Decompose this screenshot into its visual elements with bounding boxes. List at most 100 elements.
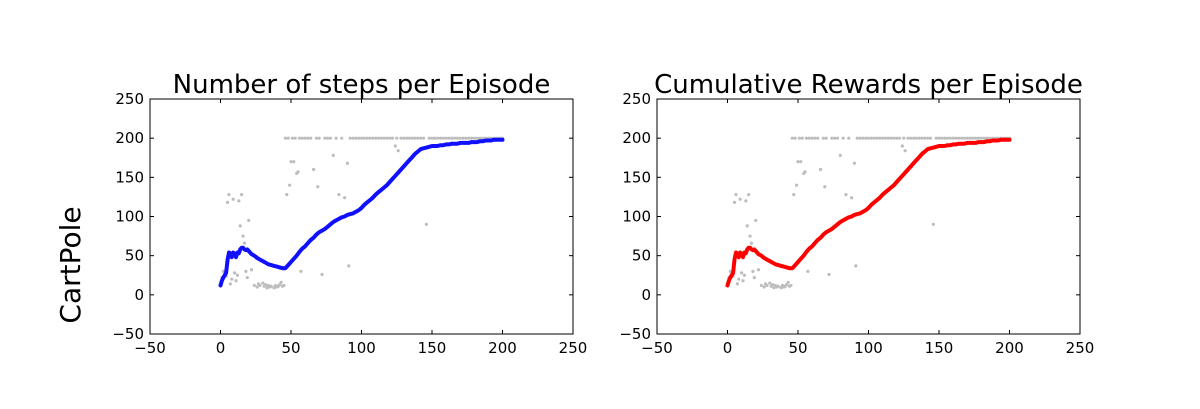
scatter-point bbox=[379, 136, 383, 140]
scatter-point bbox=[806, 269, 810, 273]
scatter-point bbox=[231, 197, 235, 201]
scatter-point bbox=[382, 136, 386, 140]
scatter-point bbox=[906, 136, 910, 140]
scatter-point bbox=[311, 167, 316, 172]
scatter-point bbox=[225, 200, 230, 204]
plot-frame bbox=[149, 98, 574, 335]
scatter-point bbox=[909, 136, 913, 140]
scatter-point bbox=[740, 271, 744, 275]
scatter-point bbox=[864, 136, 868, 140]
scatter-point bbox=[317, 136, 321, 140]
scatter-point bbox=[785, 283, 789, 287]
scatter-point bbox=[245, 276, 249, 280]
scatter-point bbox=[438, 136, 443, 140]
scatter-point bbox=[931, 222, 935, 226]
scatter-point bbox=[943, 136, 947, 140]
scatter-point bbox=[240, 192, 244, 197]
scatter-point bbox=[968, 136, 972, 140]
scatter-point bbox=[334, 136, 338, 140]
scatter-point bbox=[810, 136, 814, 140]
scatter-point bbox=[247, 218, 251, 223]
scatter-point bbox=[342, 196, 347, 200]
scatter-point bbox=[772, 286, 776, 290]
scatter-point bbox=[982, 136, 986, 140]
x-tick-label: 100 bbox=[347, 339, 376, 357]
y-tick-label: 200 bbox=[622, 129, 651, 147]
scatter-point bbox=[278, 283, 282, 287]
chart-panel-2: Cumulative Rewards per Episode −50 0 50 100 1… bbox=[619, 70, 1094, 357]
scatter-point bbox=[745, 224, 749, 228]
scatter-point bbox=[889, 136, 893, 140]
scatter-point bbox=[823, 185, 827, 189]
scatter-point bbox=[937, 136, 941, 140]
scatter-point bbox=[374, 136, 378, 140]
scatter-point bbox=[282, 283, 286, 288]
scatter-point bbox=[934, 136, 938, 140]
scatter-point bbox=[988, 136, 992, 140]
scatter-point bbox=[348, 136, 352, 140]
scatter-point bbox=[765, 283, 769, 288]
scatter-point bbox=[793, 136, 797, 140]
scatter-point bbox=[813, 136, 817, 140]
scatter-point bbox=[255, 285, 259, 289]
scatter-point bbox=[478, 136, 482, 140]
scatter-point bbox=[320, 272, 324, 277]
scatter-point bbox=[807, 136, 811, 140]
scatter-point bbox=[289, 160, 293, 164]
scatter-point bbox=[427, 136, 431, 140]
scatter-point bbox=[300, 136, 304, 140]
scatter-point bbox=[959, 136, 964, 140]
scatter-point bbox=[803, 170, 807, 174]
scatter-point bbox=[732, 200, 737, 204]
x-tick-label: 200 bbox=[488, 339, 517, 357]
scatter-point bbox=[744, 199, 748, 203]
scatter-point bbox=[796, 160, 800, 164]
scatter-point bbox=[359, 136, 364, 140]
scatter-point bbox=[316, 185, 320, 189]
scatter-point bbox=[741, 279, 745, 283]
scatter-point bbox=[368, 136, 372, 140]
scatter-point bbox=[841, 136, 845, 140]
scatter-point bbox=[395, 136, 399, 140]
scatter-point bbox=[748, 234, 752, 238]
y-tick-label: 0 bbox=[641, 286, 651, 304]
scatter-point bbox=[979, 136, 983, 140]
scatter-point bbox=[287, 183, 292, 187]
scatter-point bbox=[337, 192, 341, 197]
scatter-point bbox=[430, 136, 434, 140]
scatter-point bbox=[436, 136, 440, 140]
scatter-point bbox=[283, 136, 287, 140]
scatter-point bbox=[230, 277, 234, 281]
scatter-point bbox=[800, 136, 804, 140]
scatter-point bbox=[790, 136, 794, 140]
x-tick-label: −50 bbox=[134, 339, 166, 357]
scatter-point bbox=[455, 136, 459, 140]
scatter-point bbox=[292, 160, 296, 164]
scatter-point bbox=[799, 160, 803, 164]
y-tick-label: 50 bbox=[632, 247, 651, 265]
scatter-point bbox=[957, 136, 961, 140]
scatter-point bbox=[900, 144, 904, 148]
x-tick-label: −50 bbox=[641, 339, 673, 357]
scatter-point bbox=[861, 136, 865, 140]
scatter-point bbox=[914, 136, 919, 140]
scatter-point bbox=[354, 136, 358, 140]
scatter-point bbox=[469, 136, 474, 140]
scatter-point bbox=[833, 136, 837, 140]
scatter-point bbox=[768, 281, 772, 285]
scatter-point bbox=[940, 136, 944, 140]
scatter-point bbox=[869, 136, 873, 140]
scatter-point bbox=[227, 192, 231, 197]
scatter-point bbox=[752, 276, 756, 280]
scatter-point bbox=[347, 264, 351, 268]
scatter-point bbox=[467, 136, 471, 140]
scatter-point bbox=[265, 286, 269, 290]
scatter-point bbox=[738, 197, 742, 201]
scatter-point bbox=[902, 136, 906, 140]
scatter-point bbox=[923, 136, 927, 140]
scatter-point bbox=[881, 136, 885, 140]
scatter-point bbox=[892, 136, 896, 140]
scatter-point bbox=[331, 153, 335, 157]
scatter-point bbox=[234, 279, 238, 283]
scatter-point bbox=[883, 136, 888, 140]
